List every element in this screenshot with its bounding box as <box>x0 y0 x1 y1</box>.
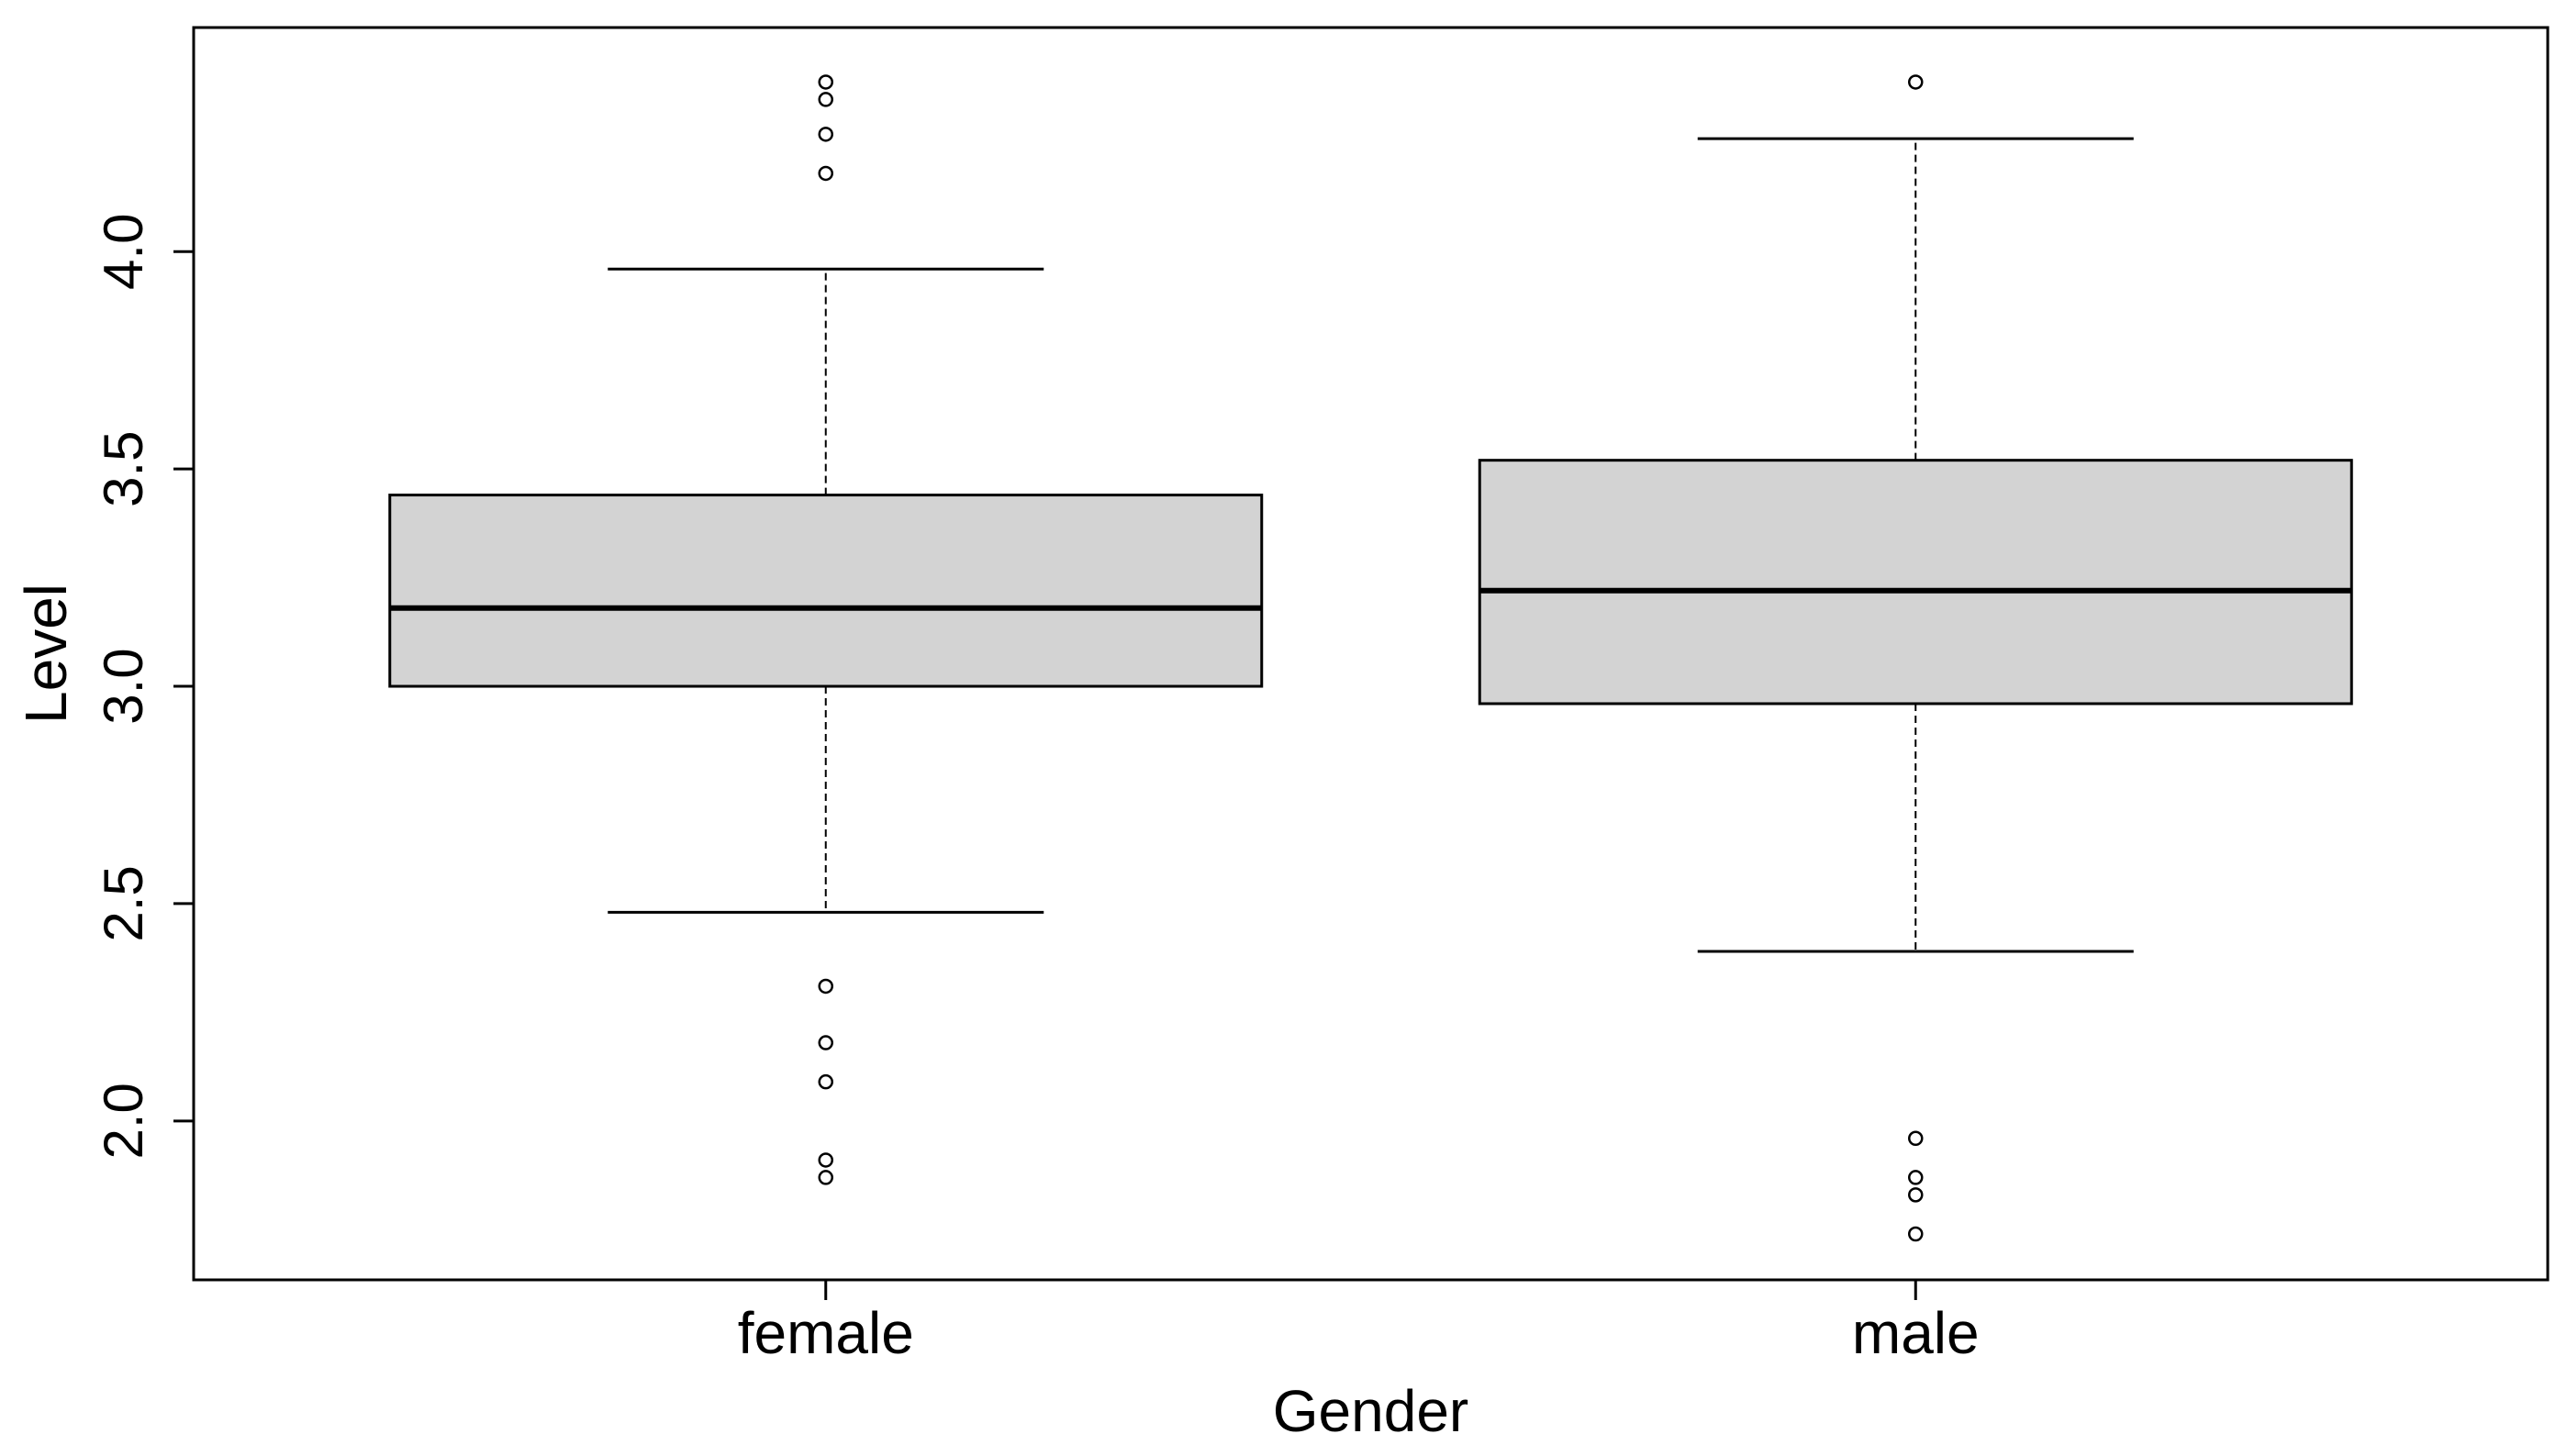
outlier-point <box>818 978 833 995</box>
outlier-point <box>1908 1130 1924 1147</box>
outlier-point <box>818 165 833 182</box>
outlier-point <box>1908 1170 1924 1185</box>
y-tick-label: 2.5 <box>93 865 154 941</box>
y-tick-label: 4.0 <box>93 214 154 290</box>
outlier-point <box>1908 1226 1924 1242</box>
plot-frame <box>192 26 2550 1282</box>
x-category-label: female <box>738 1300 914 1366</box>
y-tick-label: 3.0 <box>93 648 154 724</box>
y-tick-label: 2.0 <box>93 1083 154 1159</box>
x-category-label: male <box>1852 1300 1980 1366</box>
box-iqr <box>1478 459 2353 706</box>
outlier-point <box>818 127 833 142</box>
outlier-point <box>818 1170 833 1185</box>
y-axis: 2.0 2.5 3.0 3.5 4.0 <box>93 214 194 1160</box>
outlier-point <box>818 92 833 107</box>
x-axis-title: Gender <box>1273 1378 1468 1444</box>
y-tick-label: 3.5 <box>93 430 154 506</box>
box-iqr <box>388 494 1264 688</box>
outlier-point <box>818 1035 833 1050</box>
y-axis-title: Level <box>13 584 79 724</box>
box-female <box>388 74 1264 1185</box>
box-male <box>1478 74 2353 1242</box>
outlier-point <box>1908 1187 1924 1203</box>
boxes-group <box>388 74 2353 1242</box>
outlier-point <box>1908 74 1924 90</box>
outlier-point <box>818 1073 833 1090</box>
outlier-point <box>818 1152 833 1168</box>
outlier-point <box>818 74 833 90</box>
x-axis: female male <box>738 1280 1980 1366</box>
